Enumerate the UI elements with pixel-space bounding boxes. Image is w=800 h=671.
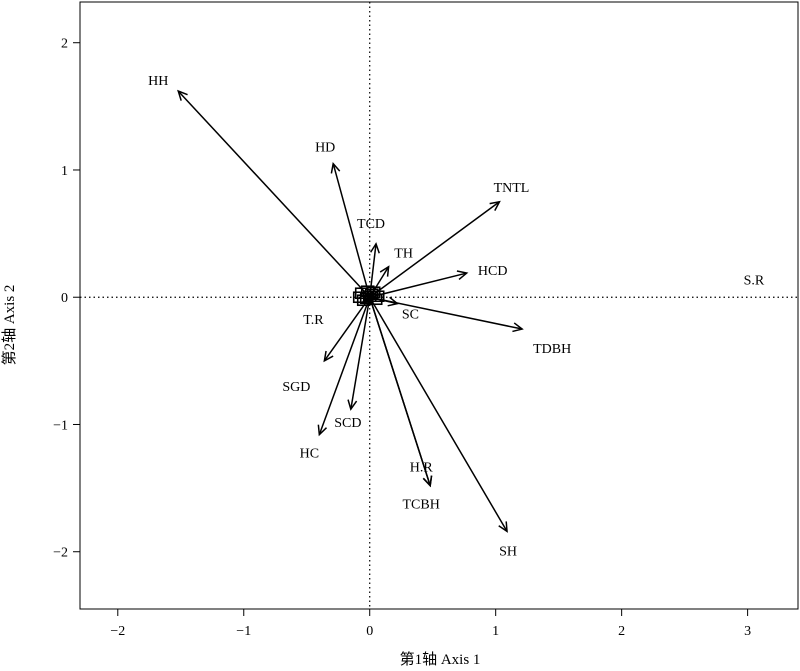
label-hcd: HCD (478, 264, 508, 279)
reference-lines (80, 2, 798, 609)
label-tdbh: TDBH (533, 342, 571, 357)
arrow-th (369, 265, 390, 298)
label-tcd: TCD (357, 217, 385, 232)
label-tntl: TNTL (494, 181, 530, 196)
arrow-hcd (369, 270, 469, 298)
vector-labels: HH HD TCD TH TNTL HCD SC TDBH T.R SGD SCD HC H.R TCBH… (148, 74, 765, 559)
arrow-hh (177, 89, 371, 298)
x-axis-ticks: −2 −1 0 1 2 3 (110, 609, 751, 639)
x-tick-label: 1 (492, 624, 499, 639)
origin-cluster-mark (359, 292, 374, 305)
y-axis-ticks: −2 −1 0 1 2 (53, 37, 80, 561)
y-tick-label: 2 (61, 37, 68, 52)
label-t-r: T.R (303, 313, 324, 328)
label-th: TH (394, 247, 413, 262)
label-tcbh: TCBH (403, 498, 440, 513)
label-scd: SCD (334, 416, 361, 431)
y-tick-label: −2 (53, 546, 68, 561)
label-hh: HH (148, 74, 168, 89)
label-hc: HC (300, 447, 319, 462)
label-hd: HD (315, 141, 335, 156)
origin-cluster-mark (370, 290, 385, 303)
label-h-r: H.R (410, 461, 434, 476)
y-tick-label: 0 (61, 291, 68, 306)
plot-frame (79, 1, 799, 610)
arrow-sh (369, 296, 508, 533)
label-sc: SC (402, 308, 419, 323)
x-tick-label: 0 (366, 624, 373, 639)
x-tick-label: −2 (110, 624, 125, 639)
origin-cluster-mark (352, 291, 367, 304)
label-s-r: S.R (744, 274, 765, 289)
x-tick-label: −1 (236, 624, 251, 639)
arrow-tntl (369, 200, 501, 298)
vector-arrows (177, 89, 524, 533)
label-sh: SH (499, 544, 517, 559)
x-axis-title: 第1轴 Axis 1 (400, 650, 481, 668)
arrow-tdbh (369, 296, 524, 333)
y-tick-label: −1 (53, 418, 68, 433)
x-tick-label: 2 (618, 624, 625, 639)
label-sgd: SGD (282, 380, 310, 395)
arrow-hc (317, 296, 371, 437)
arrow-scd (347, 297, 371, 411)
y-tick-label: 1 (61, 164, 68, 179)
y-axis-title: 第2轴 Axis 2 (0, 285, 18, 366)
x-tick-label: 3 (744, 624, 751, 639)
arrow-hd (330, 161, 371, 298)
arrow-sgd (323, 296, 371, 363)
arrow-tcbh (369, 296, 433, 488)
origin-label-cluster (352, 285, 385, 307)
arrow-tcd (368, 242, 380, 298)
